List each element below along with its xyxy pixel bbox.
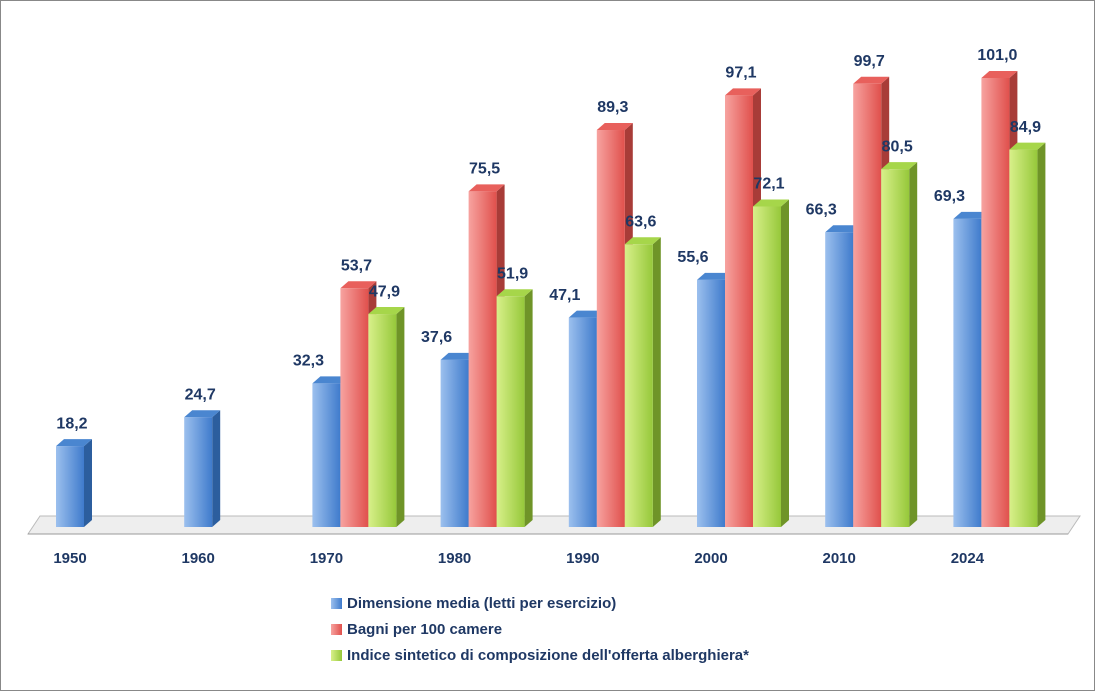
x-tick-label: 1980: [438, 550, 471, 567]
x-tick-label: 2024: [951, 550, 985, 567]
data-label: 99,7: [854, 53, 885, 70]
x-tick-label: 2000: [694, 550, 727, 567]
bar: [697, 279, 725, 527]
data-label: 51,9: [497, 265, 528, 282]
data-label: 32,3: [293, 353, 324, 370]
bar: [1009, 149, 1038, 527]
x-tick-label: 1960: [182, 550, 215, 567]
bar-top: [697, 272, 733, 280]
bar: [624, 244, 653, 527]
legend-swatch: [331, 624, 342, 635]
data-label: 75,5: [469, 161, 500, 178]
legend-label: Dimensione media (letti per esercizio): [347, 595, 616, 612]
bar: [496, 296, 525, 527]
bar: [953, 218, 982, 527]
bar-top: [1009, 142, 1046, 150]
bar-top: [312, 376, 349, 384]
data-label: 72,1: [753, 176, 784, 193]
bar: [881, 169, 910, 527]
bar-top: [340, 281, 377, 289]
bar-side: [524, 289, 533, 527]
bar: [825, 232, 854, 528]
bar-side: [1037, 142, 1046, 527]
legend-label: Indice sintetico di composizione dell'of…: [347, 647, 749, 664]
bar-top: [496, 289, 533, 297]
bar-top: [56, 439, 92, 447]
data-label: 97,1: [725, 65, 756, 82]
data-label: 37,6: [421, 329, 452, 346]
data-label: 24,7: [185, 386, 216, 403]
x-tick-label: 2010: [823, 550, 856, 567]
data-label: 69,3: [934, 188, 965, 205]
data-label: 80,5: [882, 138, 913, 155]
data-label: 63,6: [625, 213, 656, 230]
legend-swatch: [331, 650, 342, 661]
bar: [753, 206, 781, 527]
bar-top: [953, 211, 990, 219]
bar-top: [725, 88, 761, 96]
bar-side: [781, 199, 789, 527]
bar-top: [468, 184, 505, 192]
bar: [725, 95, 753, 528]
data-label: 101,0: [977, 47, 1017, 64]
legend-label: Bagni per 100 camere: [347, 621, 502, 638]
bar-top: [184, 410, 221, 418]
data-label: 18,2: [56, 415, 87, 432]
data-label: 55,6: [677, 249, 708, 266]
bar: [368, 314, 397, 527]
data-label: 84,9: [1010, 119, 1041, 136]
bar-top: [853, 76, 890, 84]
x-tick-label: 1970: [310, 550, 343, 567]
data-label: 66,3: [806, 201, 837, 218]
bar-top: [368, 307, 405, 315]
x-tick-label: 1950: [53, 550, 86, 567]
bar: [56, 446, 84, 527]
bar-top: [624, 237, 661, 245]
x-tick-label: 1990: [566, 550, 599, 567]
bar-side: [652, 237, 661, 527]
bar: [468, 191, 497, 527]
bar-top: [825, 225, 862, 233]
data-label: 47,9: [369, 283, 400, 300]
bar: [568, 317, 597, 527]
bar-side: [909, 162, 918, 527]
legend-swatch: [331, 598, 342, 609]
bar: [853, 83, 882, 527]
bar: [981, 78, 1010, 527]
bar-top: [596, 123, 633, 131]
bar: [596, 130, 625, 527]
bar-side: [212, 410, 221, 527]
bar-top: [568, 310, 605, 318]
data-label: 53,7: [341, 257, 372, 274]
bar: [340, 288, 369, 527]
bar-side: [84, 439, 92, 527]
data-label: 47,1: [549, 287, 580, 304]
bar: [312, 383, 341, 527]
bar-top: [981, 71, 1018, 78]
bar-side: [396, 307, 405, 527]
bar: [184, 417, 213, 527]
data-label: 89,3: [597, 99, 628, 116]
bar-top: [753, 199, 789, 207]
bar-top: [881, 162, 918, 170]
bar-top: [440, 352, 477, 360]
bar: [440, 359, 469, 527]
